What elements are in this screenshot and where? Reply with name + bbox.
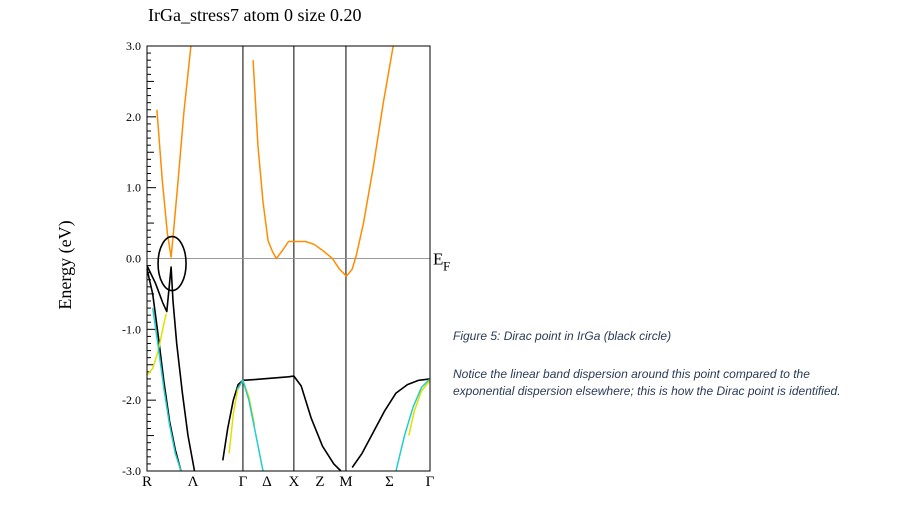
y-tick-label: -2.0 <box>122 393 141 407</box>
dirac-point-marker <box>157 235 187 292</box>
plot-frame <box>146 45 431 472</box>
k-point-label: Λ <box>188 474 199 490</box>
k-point-label: R <box>142 474 152 490</box>
plot-border <box>146 45 431 472</box>
band-curve-black <box>351 378 431 468</box>
fermi-label: E <box>433 250 443 269</box>
k-point-label: M <box>339 474 352 490</box>
y-ticks: 3.0 2.0 1.0 0.0 -1.0 -2.0 -3.0 <box>122 39 156 478</box>
k-point-label: X <box>288 474 299 490</box>
y-axis-label: Energy (eV) <box>55 220 76 309</box>
k-point-label: Σ <box>385 474 394 490</box>
k-point-label: Δ <box>262 474 272 490</box>
y-tick-label: 3.0 <box>126 39 141 53</box>
k-point-label: Z <box>315 474 324 490</box>
band-curve-black <box>222 375 342 472</box>
band-curve-cyan <box>151 307 182 472</box>
band-curves <box>146 45 431 472</box>
band-curve-orange <box>156 45 192 258</box>
y-tick-label: 0.0 <box>126 252 141 266</box>
k-point-label: Γ <box>239 474 248 490</box>
y-tick-label: 1.0 <box>126 181 141 195</box>
y-tick-label: -1.0 <box>122 322 141 336</box>
figure-caption-body: Notice the linear band dispersion around… <box>453 367 841 398</box>
dirac-circle <box>157 235 187 292</box>
band-curve-yellow <box>408 379 431 436</box>
k-point-label: Γ <box>426 474 435 490</box>
band-curve-orange <box>252 45 394 277</box>
band-curve-black <box>146 265 196 472</box>
y-tick-label: -3.0 <box>122 464 141 478</box>
chart-title: IrGa_stress7 atom 0 size 0.20 <box>148 5 361 25</box>
band-curve-yellow <box>228 379 256 454</box>
fermi-label-subscript: F <box>443 259 450 274</box>
band-curve-cyan <box>236 379 264 472</box>
y-tick-label: 2.0 <box>126 110 141 124</box>
figure-caption-title: Figure 5: Dirac point in IrGa (black cir… <box>453 329 672 343</box>
band-curve-cyan <box>395 378 431 472</box>
